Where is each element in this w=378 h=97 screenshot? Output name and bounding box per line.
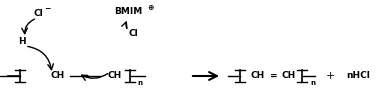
Text: +: + — [325, 71, 335, 81]
Text: CH: CH — [282, 71, 296, 81]
Text: ⊕: ⊕ — [147, 3, 153, 12]
Text: nHCl: nHCl — [346, 71, 370, 81]
Text: Cl: Cl — [128, 29, 138, 39]
Text: CH: CH — [108, 71, 122, 81]
Text: =: = — [270, 71, 278, 81]
Text: CH: CH — [51, 71, 65, 81]
Text: −: − — [44, 4, 50, 13]
Text: H: H — [18, 38, 26, 46]
Text: BMIM: BMIM — [114, 6, 142, 16]
Text: n: n — [138, 80, 143, 86]
Text: Cl: Cl — [33, 9, 43, 17]
Text: CH: CH — [251, 71, 265, 81]
Text: n: n — [310, 80, 316, 86]
